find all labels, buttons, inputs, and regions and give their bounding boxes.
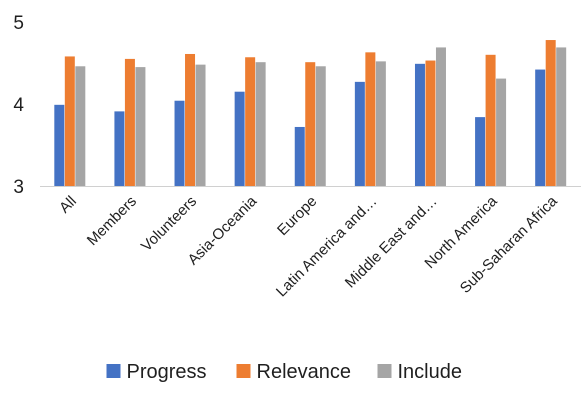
bar-include-6 <box>435 47 446 186</box>
bar-include-1 <box>135 67 146 186</box>
plot-area <box>54 40 567 187</box>
legend-item-progress: Progress <box>106 361 207 383</box>
bar-relevance-4 <box>305 62 316 186</box>
bar-progress-0 <box>54 104 65 186</box>
x-tick-label: All <box>56 193 80 217</box>
bar-relevance-5 <box>365 52 376 187</box>
bar-progress-7 <box>475 117 486 186</box>
bar-progress-2 <box>174 100 185 186</box>
bar-progress-4 <box>294 126 305 186</box>
bar-relevance-3 <box>245 57 256 187</box>
bar-include-2 <box>195 64 206 186</box>
bar-progress-1 <box>114 111 125 186</box>
legend: Progress Relevance Include <box>106 361 463 383</box>
bar-include-8 <box>556 47 567 186</box>
legend-item-relevance: Relevance <box>236 361 352 383</box>
bar-relevance-2 <box>185 53 196 187</box>
bar-relevance-1 <box>124 58 135 186</box>
bar-include-4 <box>315 66 326 186</box>
bar-include-5 <box>375 61 386 186</box>
bar-progress-5 <box>354 81 365 186</box>
y-tick-label: 3 <box>13 177 24 198</box>
bar-include-3 <box>255 62 266 186</box>
legend-label: Progress <box>127 361 207 383</box>
bar-include-7 <box>496 78 507 186</box>
x-tick-label: Volunteers <box>138 193 200 255</box>
legend-item-include: Include <box>377 361 463 383</box>
x-tick-label: Members <box>84 193 140 249</box>
legend-swatch <box>106 364 121 378</box>
bar-progress-8 <box>535 69 546 186</box>
bar-progress-6 <box>414 63 425 186</box>
x-tick-label: Latin America and… <box>273 193 381 301</box>
bar-include-0 <box>75 66 86 186</box>
bar-relevance-7 <box>485 54 496 186</box>
bar-relevance-6 <box>425 60 436 186</box>
legend-label: Relevance <box>257 361 352 383</box>
y-tick-label: 5 <box>13 13 24 34</box>
y-tick-label: 4 <box>13 95 24 116</box>
bar-progress-3 <box>234 91 245 186</box>
x-tick-label: Europe <box>274 193 320 239</box>
bar-relevance-0 <box>64 56 75 186</box>
legend-label: Include <box>398 361 463 383</box>
legend-swatch <box>236 364 251 378</box>
legend-swatch <box>377 364 392 378</box>
bar-relevance-8 <box>545 40 556 186</box>
